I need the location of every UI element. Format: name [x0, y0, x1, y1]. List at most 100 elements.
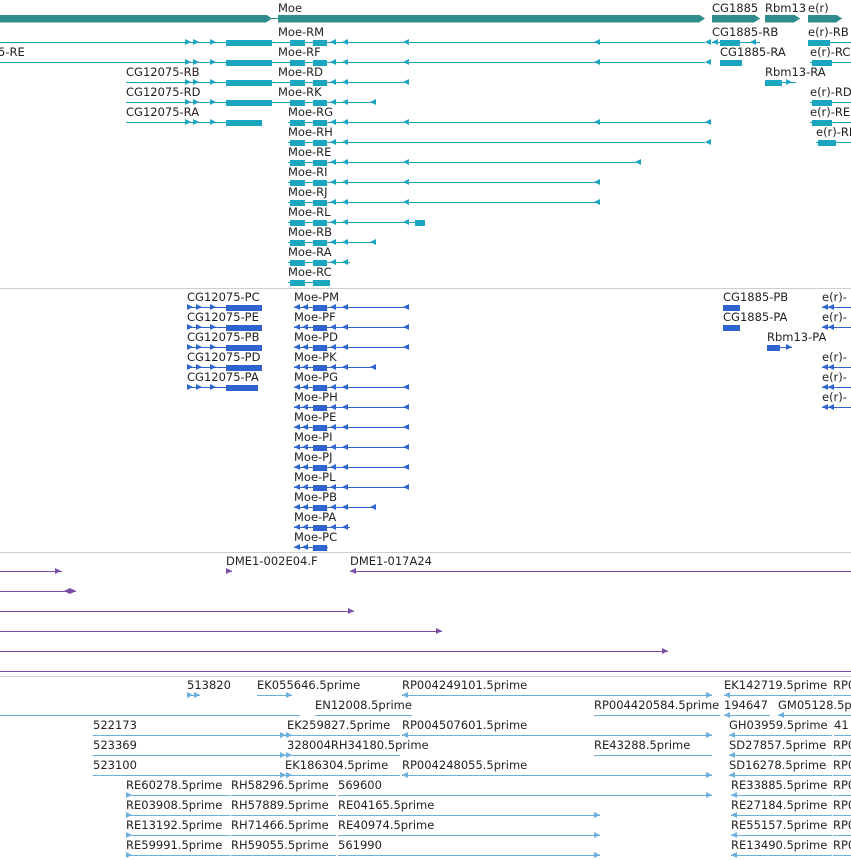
- est-feature-label: RE04165.5prime: [338, 799, 435, 812]
- protein-feature-line: [822, 387, 851, 388]
- protein-strand-left-arrow-icon: [294, 544, 300, 550]
- protein-strand-right-arrow-icon: [187, 344, 193, 350]
- protein-strand-right-arrow-icon: [196, 304, 202, 310]
- protein-exon-block: [313, 444, 327, 451]
- est-feature-label: RE33885.5prime: [731, 779, 828, 792]
- est-feature-line: [834, 735, 851, 736]
- protein-strand-left-arrow-icon: [294, 524, 300, 530]
- protein-exon-block: [313, 344, 327, 351]
- transcript-strand-left-arrow-icon: [342, 179, 348, 185]
- est-feature-line: [287, 735, 400, 736]
- clone-feature-line: [0, 671, 851, 672]
- protein-strand-left-arrow-icon: [403, 464, 409, 470]
- protein-exon-block: [226, 344, 262, 351]
- est-strand-right-arrow-icon: [280, 772, 286, 778]
- transcript-feature-line: [0, 62, 705, 63]
- transcript-exon-block: [808, 39, 830, 46]
- clone-strand-right-arrow-icon: [70, 588, 76, 594]
- est-strand-left-arrow-icon: [729, 732, 735, 738]
- protein-feature-line: [294, 467, 405, 468]
- est-strand-right-arrow-icon: [126, 812, 132, 818]
- protein-strand-left-arrow-icon: [403, 444, 409, 450]
- est-feature-label: RE40974.5prime: [338, 819, 435, 832]
- est-feature-label: EK055646.5prime: [257, 679, 361, 692]
- transcript-feature-label: e(r)-RE: [810, 106, 851, 119]
- transcript-feature-label: 5-RE: [0, 46, 25, 59]
- transcript-exon-block: [290, 279, 305, 286]
- protein-feature-label: CG1885-PB: [723, 291, 789, 304]
- transcript-exon-block: [313, 259, 327, 266]
- protein-strand-left-arrow-icon: [342, 304, 348, 310]
- est-strand-right-arrow-icon: [280, 752, 286, 758]
- protein-feature-label: e(r)-: [822, 371, 847, 384]
- est-feature-line: [0, 715, 300, 716]
- est-feature-line: [402, 775, 712, 776]
- est-feature-line: [594, 755, 712, 756]
- transcript-strand-left-arrow-icon: [342, 79, 348, 85]
- transcript-strand-left-arrow-icon: [330, 59, 336, 65]
- transcript-feature-line: [288, 202, 600, 203]
- transcript-feature-label: Moe-RA: [288, 246, 332, 259]
- transcript-exon-block: [290, 239, 305, 246]
- est-feature-label: RP0: [833, 819, 851, 832]
- transcript-exon-block: [290, 219, 305, 226]
- est-feature-label: RP0: [833, 779, 851, 792]
- est-strand-left-arrow-icon: [731, 812, 737, 818]
- protein-exon-block: [767, 344, 780, 351]
- est-feature-line: [126, 795, 230, 796]
- est-feature-line: [257, 695, 292, 696]
- protein-strand-right-arrow-icon: [187, 304, 193, 310]
- transcript-feature-label: Moe-RK: [278, 86, 322, 99]
- protein-strand-left-arrow-icon: [330, 384, 336, 390]
- est-strand-right-arrow-icon: [126, 852, 132, 858]
- protein-strand-left-arrow-icon: [330, 424, 336, 430]
- protein-exon-block: [226, 364, 262, 371]
- protein-exon-block: [313, 524, 327, 531]
- transcript-exon-block: [290, 179, 305, 186]
- protein-exon-block: [313, 484, 327, 491]
- est-feature-line: [93, 755, 292, 756]
- transcript-strand-left-arrow-icon: [403, 39, 409, 45]
- est-feature-label: RH58296.5prime: [231, 779, 329, 792]
- protein-feature-label: CG12075-PE: [187, 311, 259, 324]
- est-strand-right-arrow-icon: [187, 692, 193, 698]
- protein-feature-line: [187, 367, 262, 368]
- transcript-strand-left-arrow-icon: [330, 179, 336, 185]
- transcript-strand-right-arrow-icon: [193, 39, 199, 45]
- transcript-strand-left-arrow-icon: [330, 139, 336, 145]
- protein-strand-right-arrow-icon: [210, 324, 216, 330]
- protein-feature-line: [294, 407, 405, 408]
- protein-feature-label: Moe-PG: [294, 371, 339, 384]
- est-feature-line: [402, 695, 712, 696]
- transcript-exon-block: [313, 99, 327, 106]
- transcript-exon-block: [812, 99, 832, 106]
- protein-exon-block: [313, 464, 327, 471]
- est-feature-label: SD27857.5prime: [729, 739, 827, 752]
- est-feature-line: [338, 855, 600, 856]
- est-strand-right-arrow-icon: [706, 792, 712, 798]
- transcript-feature-line: [288, 122, 710, 123]
- transcript-feature-line: [126, 102, 272, 103]
- transcript-exon-block: [290, 79, 305, 86]
- transcript-exon-block: [290, 139, 305, 146]
- protein-feature-label: e(r)-: [822, 351, 847, 364]
- est-feature-line: [833, 795, 851, 796]
- est-feature-line: [724, 695, 832, 696]
- protein-strand-left-arrow-icon: [822, 324, 828, 330]
- protein-strand-left-arrow-icon: [330, 524, 336, 530]
- est-feature-label: RE27184.5prime: [731, 799, 828, 812]
- protein-strand-right-arrow-icon: [210, 344, 216, 350]
- transcript-strand-left-arrow-icon: [594, 59, 600, 65]
- protein-feature-line: [294, 327, 405, 328]
- protein-strand-left-arrow-icon: [403, 344, 409, 350]
- est-strand-right-arrow-icon: [126, 792, 132, 798]
- est-feature-label: RP004248055.5prime: [402, 759, 528, 772]
- est-feature-label: RE60278.5prime: [126, 779, 223, 792]
- est-strand-left-arrow-icon: [731, 832, 737, 838]
- protein-feature-label: CG1885-PA: [723, 311, 788, 324]
- est-feature-line: [187, 695, 200, 696]
- transcript-exon-block: [313, 239, 327, 246]
- est-feature-label: RP0: [833, 739, 851, 752]
- transcript-strand-left-arrow-icon: [330, 199, 336, 205]
- protein-strand-left-arrow-icon: [294, 364, 300, 370]
